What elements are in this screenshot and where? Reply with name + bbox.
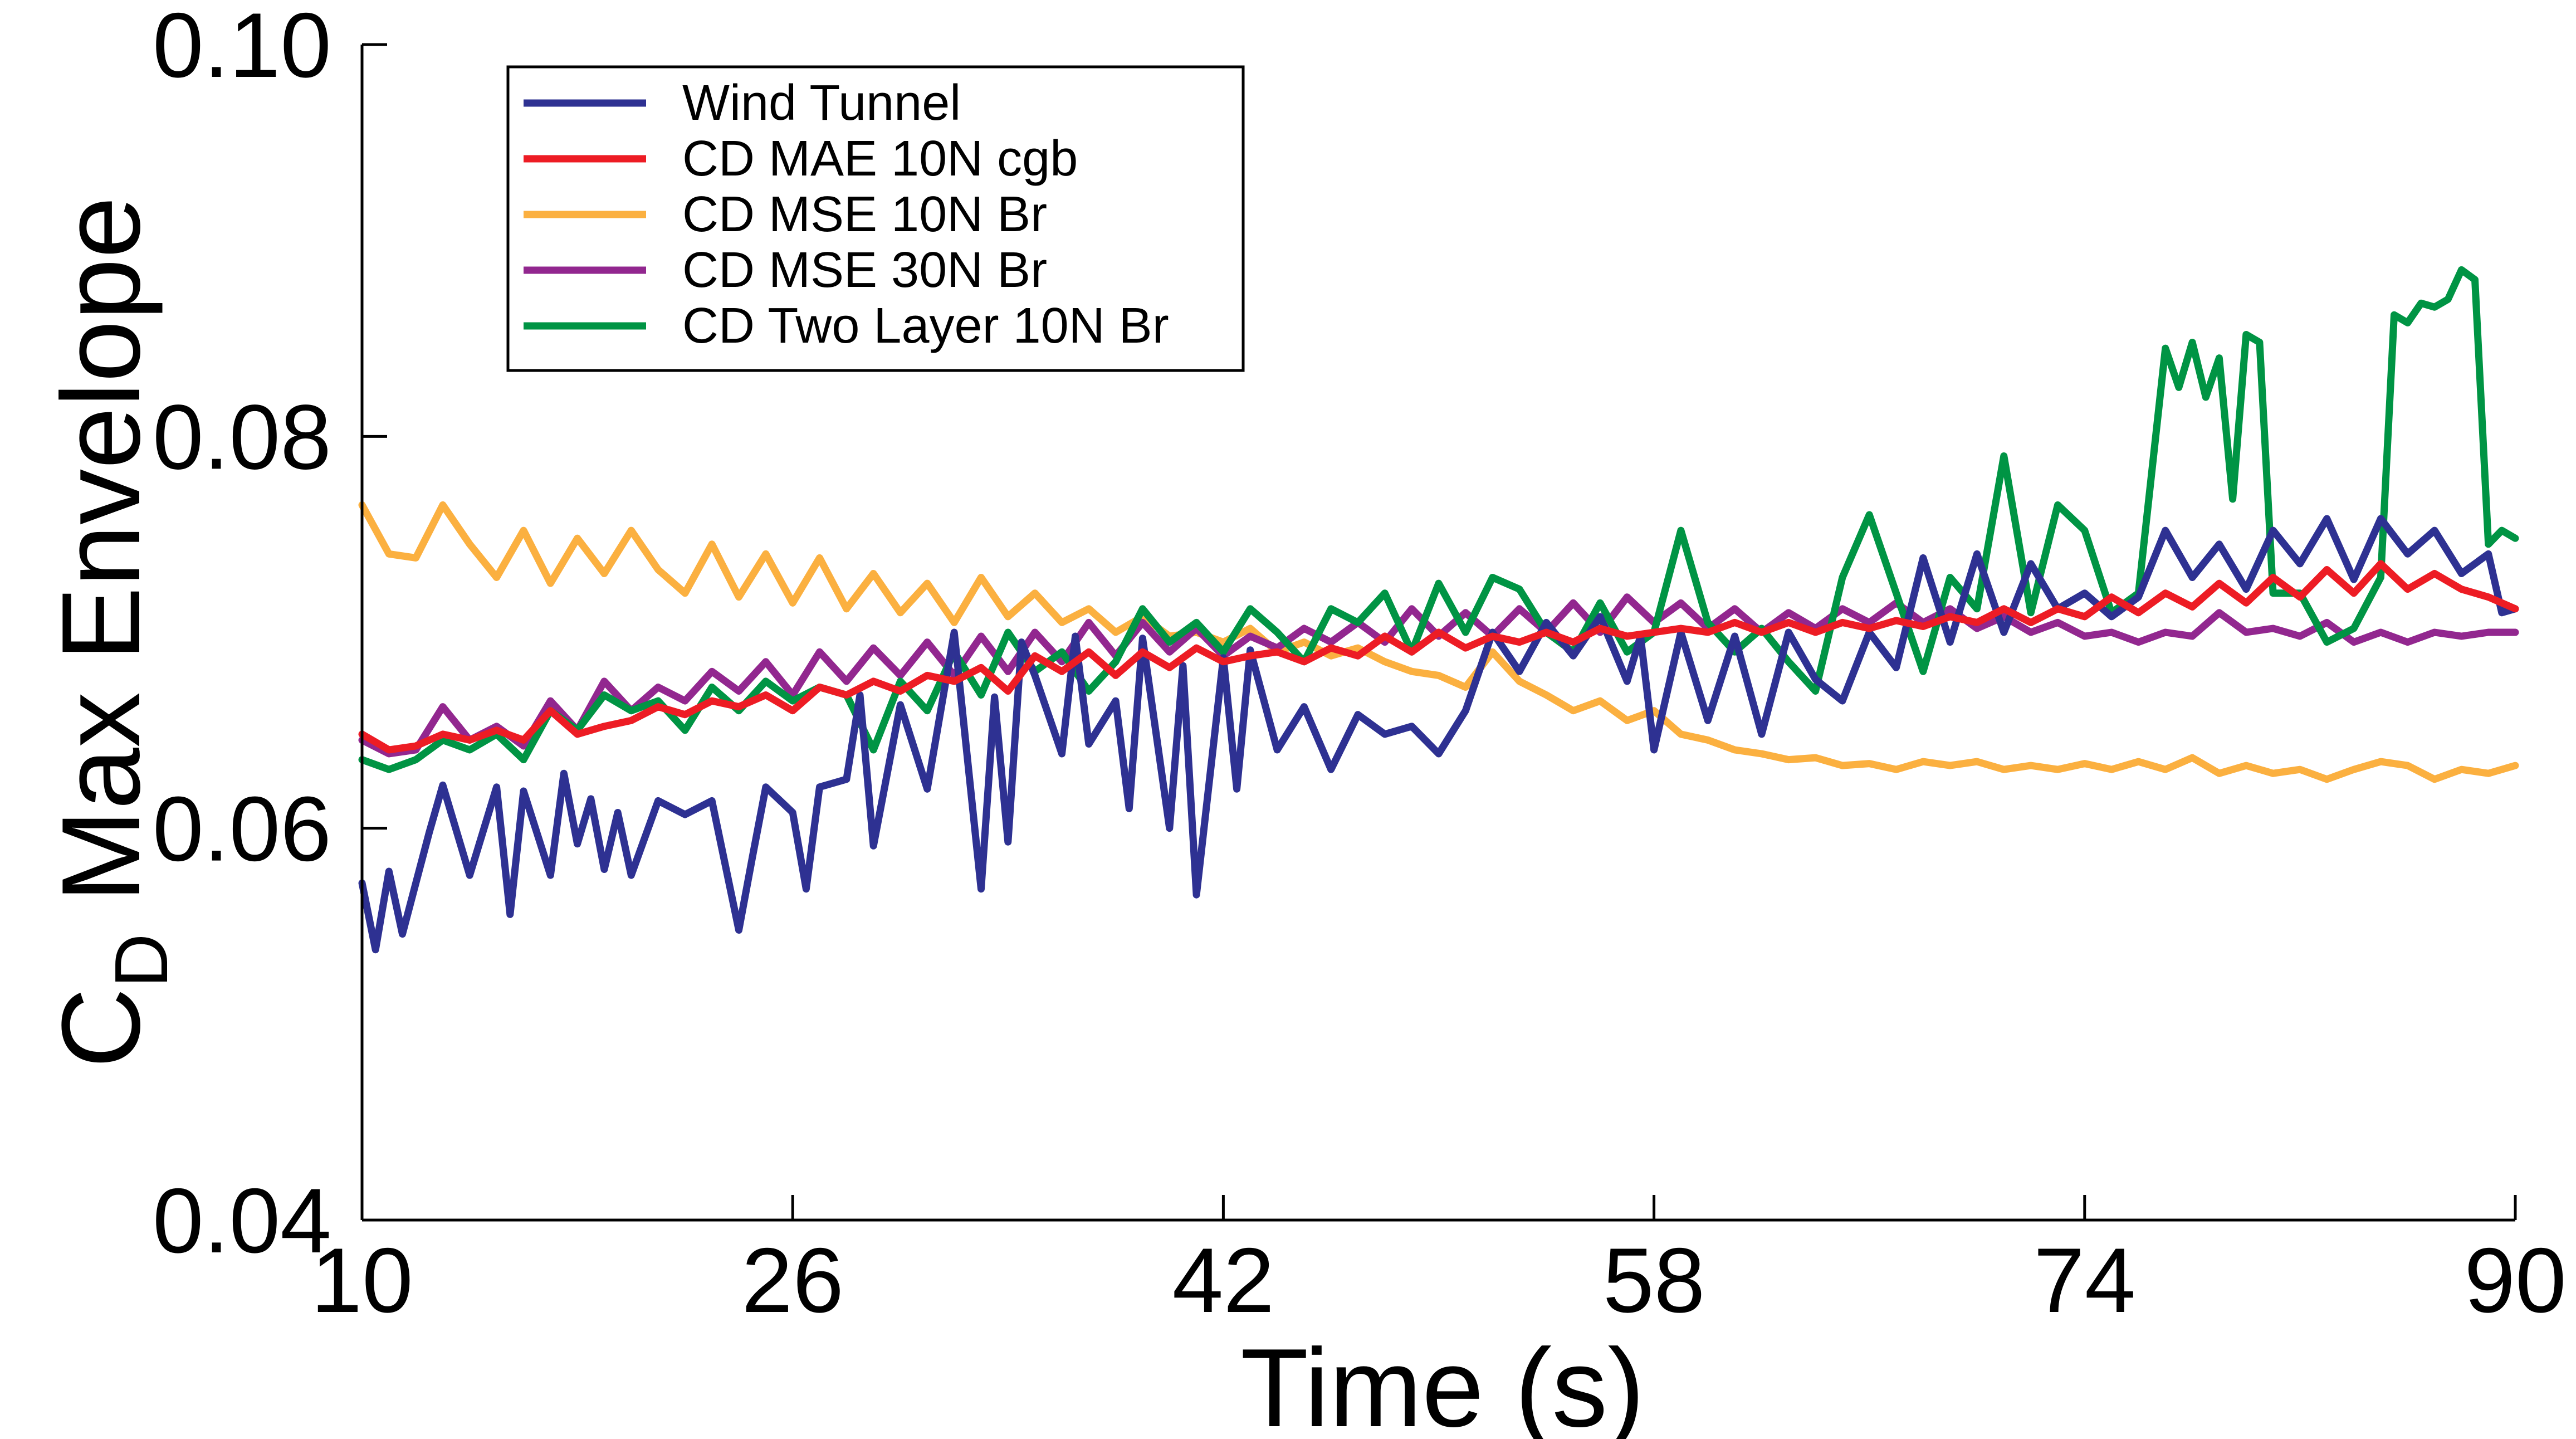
y-tick-label: 0.08 (153, 386, 331, 488)
series-line-0 (358, 515, 2519, 954)
y-tick-label: 0.10 (153, 0, 331, 96)
axes (360, 45, 2515, 1222)
legend-label: CD MSE 10N Br (682, 187, 1047, 242)
legend-label: CD MSE 30N Br (682, 242, 1047, 298)
y-axis-title-subscript: D (99, 934, 183, 988)
y-axis-title-main: C (39, 988, 163, 1068)
legend-label: CD Two Layer 10N Br (682, 298, 1169, 354)
x-tick-label: 10 (311, 1229, 413, 1331)
y-tick-label: 0.06 (153, 778, 331, 880)
x-tick-label: 26 (741, 1229, 844, 1331)
y-tick-label: 0.04 (153, 1169, 331, 1272)
legend-label: CD MAE 10N cgb (682, 131, 1078, 187)
x-tick-label: 42 (1172, 1229, 1275, 1331)
x-axis-title: Time (s) (1240, 1326, 1645, 1439)
y-axis-title: CD Max Envelope (39, 197, 183, 1069)
series-line-2 (358, 501, 2519, 783)
series-line-1 (358, 560, 2519, 754)
y-axis-title-rest: Max Envelope (39, 197, 163, 934)
legend-box (506, 65, 1245, 372)
x-tick-label: 74 (2034, 1229, 2136, 1331)
x-tick-label: 90 (2464, 1229, 2567, 1331)
series-layer (358, 266, 2519, 954)
x-tick-label: 58 (1603, 1229, 1705, 1331)
tick-layer: 10 26 42 58 74 90 0.04 0.06 0.08 0.10 (153, 0, 2567, 1331)
legend-label: Wind Tunnel (682, 75, 961, 131)
